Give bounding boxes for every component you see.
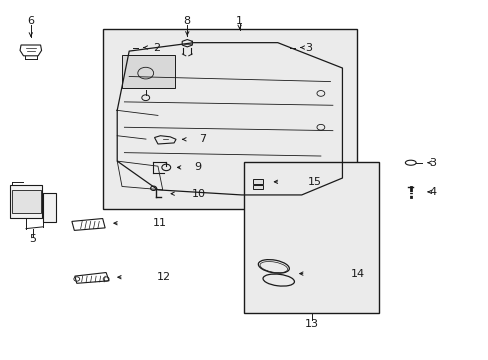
Text: 14: 14 — [350, 269, 365, 279]
Text: 12: 12 — [156, 272, 170, 282]
Bar — [43, 193, 56, 222]
Text: 10: 10 — [192, 189, 206, 199]
Text: 3: 3 — [305, 42, 312, 53]
Text: 6: 6 — [27, 16, 34, 26]
Text: 9: 9 — [194, 162, 202, 172]
Bar — [122, 54, 174, 88]
Bar — [12, 190, 41, 213]
Bar — [10, 185, 42, 218]
Bar — [244, 162, 378, 313]
Text: 2: 2 — [153, 42, 160, 53]
Bar — [252, 179, 262, 184]
Text: 13: 13 — [304, 319, 318, 329]
Text: 7: 7 — [199, 134, 206, 144]
Text: 8: 8 — [183, 16, 190, 26]
Bar — [102, 29, 356, 209]
Bar — [252, 185, 262, 189]
Text: 11: 11 — [152, 218, 166, 228]
Text: 1: 1 — [236, 16, 243, 26]
Text: 15: 15 — [307, 177, 322, 187]
Text: 3: 3 — [428, 158, 435, 168]
Text: 5: 5 — [29, 234, 37, 244]
Text: 4: 4 — [428, 187, 436, 197]
